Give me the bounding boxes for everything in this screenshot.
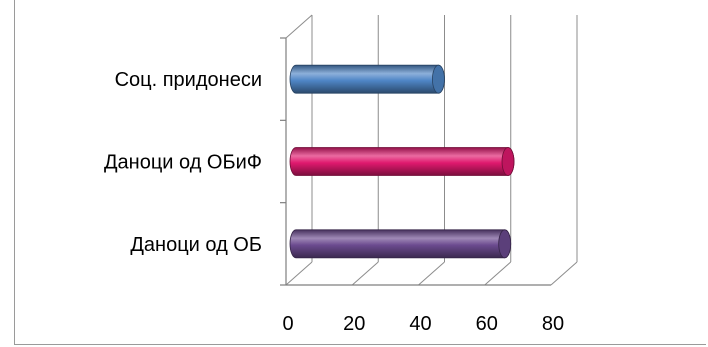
- bar-end-cap: [501, 147, 515, 176]
- bar-end-cap: [498, 229, 512, 259]
- floor-grid-line: [285, 261, 313, 286]
- chart-frame: [14, 0, 706, 345]
- floor-grid-line: [418, 261, 445, 286]
- x-tick-label: 80: [542, 313, 564, 335]
- floor-grid-line: [484, 261, 512, 286]
- wall-top-edge: [285, 14, 313, 39]
- floor-grid-line: [351, 261, 379, 286]
- bar-2: [289, 147, 515, 176]
- axes: [280, 14, 551, 286]
- category-label: Даноци од ОБ: [130, 234, 262, 256]
- category-label: Соц. придонеси: [115, 69, 262, 91]
- bar-body: [289, 147, 515, 176]
- labels: 0 20 40 60 80 Соц. придонеси Даноци од ОБиФ Дан…: [104, 69, 564, 335]
- x-tick-label: 20: [343, 313, 365, 335]
- bar-3: [289, 229, 512, 259]
- bar-1: [289, 64, 445, 94]
- bars: [289, 64, 515, 259]
- x-tick-label: 40: [409, 313, 431, 335]
- bar-body: [289, 229, 512, 259]
- grid-lines: [285, 15, 578, 286]
- x-tick-label: 0: [282, 313, 293, 335]
- bar-body: [289, 64, 445, 94]
- category-label: Даноци од ОБиФ: [104, 152, 262, 174]
- bar-end-cap: [432, 64, 445, 94]
- floor-grid-line: [550, 261, 578, 286]
- x-tick-label: 60: [476, 313, 498, 335]
